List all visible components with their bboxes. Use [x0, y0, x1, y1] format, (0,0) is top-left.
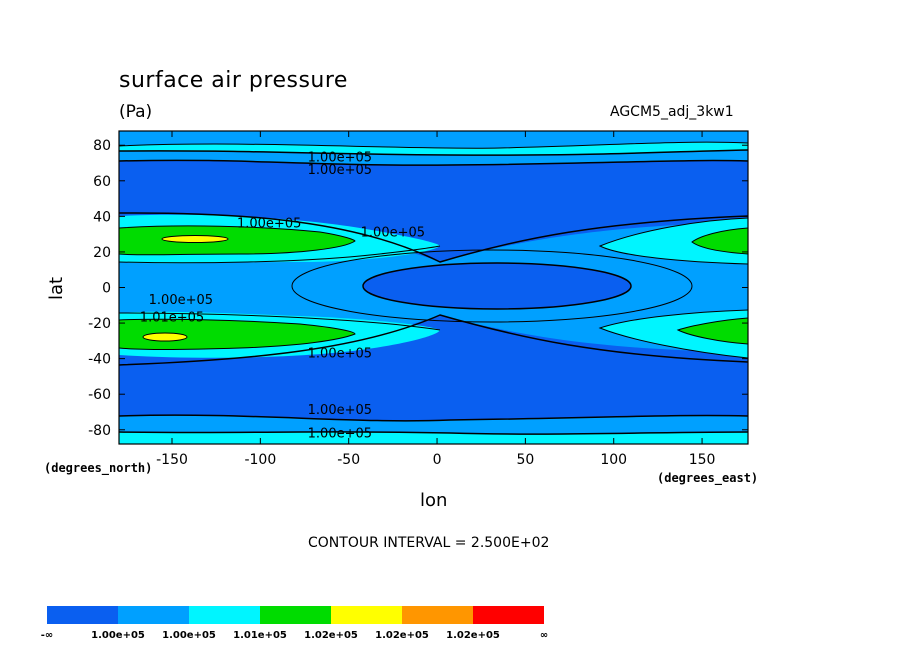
contour-line [291, 249, 693, 323]
legend-swatch [331, 606, 402, 624]
y-tick-label: -40 [88, 352, 111, 368]
y-tick-label: -80 [88, 423, 111, 439]
contour-label: 1.00e+05 [308, 151, 372, 166]
contour-line [142, 332, 188, 342]
legend-label: 1.00e+05 [91, 630, 145, 641]
x-tick-label: 100 [600, 452, 627, 468]
y-unit-note: (degrees_north) [44, 461, 153, 475]
contour-label: 1.01e+05 [140, 311, 204, 326]
contour-line [119, 212, 748, 263]
contour-label: 1.00e+05 [308, 403, 372, 418]
contour-line [119, 318, 356, 350]
x-tick-label: -50 [337, 452, 360, 468]
contour-line [676, 317, 748, 345]
contour-labels: 1.00e+051.00e+051.00e+051.00e+051.00e+05… [140, 151, 425, 442]
contour-label: 1.00e+05 [149, 293, 213, 308]
contour-label: 1.00e+05 [237, 216, 301, 231]
color-legend: -∞ 1.00e+05 1.00e+05 1.01e+05 1.02e+05 1.02e+… [41, 606, 548, 641]
contour-line [161, 235, 229, 243]
legend-swatch [260, 606, 331, 624]
contour-label: 1.00e+05 [361, 225, 425, 240]
contour-line [598, 309, 748, 359]
y-tick-label: 80 [93, 138, 111, 154]
contour-lines [119, 141, 748, 435]
x-tick-label: -150 [156, 452, 188, 468]
contour-line [119, 312, 441, 331]
contour-field [119, 131, 748, 444]
contour-line [691, 227, 748, 255]
legend-label: 1.02e+05 [375, 630, 429, 641]
legend-label: 1.02e+05 [304, 630, 358, 641]
contour-label: 1.00e+05 [308, 163, 372, 178]
x-tick-label: 0 [433, 452, 442, 468]
legend-label: -∞ [41, 630, 53, 641]
legend-label: ∞ [540, 630, 548, 641]
contour-label: 1.00e+05 [308, 346, 372, 361]
chart-units: (Pa) [119, 102, 153, 122]
legend-swatch [47, 606, 118, 624]
contour-fill-sh-max [143, 333, 187, 341]
contour-line [119, 314, 748, 366]
contour-line [119, 431, 748, 435]
contour-fill-nh-high-east [600, 218, 748, 264]
chart-title: surface air pressure [119, 68, 348, 93]
contour-fill-north-polar-edge [119, 131, 748, 149]
contour-fill-sh-core-west [119, 319, 355, 350]
contour-fill-nh-max [162, 235, 228, 243]
contour-fill-north-band [119, 150, 748, 166]
y-tick-label: 60 [93, 174, 111, 190]
contour-label: 1.00e+05 [308, 426, 372, 441]
contour-line [119, 414, 748, 422]
run-label: AGCM5_adj_3kw1 [610, 104, 734, 120]
contour-fill-nh-core-west [119, 225, 355, 255]
contour-fill-sh-high-east [600, 310, 748, 358]
x-axis-label: lon [420, 490, 448, 511]
contour-fill-equatorial-trough [363, 263, 631, 309]
y-tick-label: 40 [93, 209, 111, 225]
contour-fill-south-band [119, 415, 748, 435]
x-tick-label: -100 [244, 452, 276, 468]
legend-label: 1.02e+05 [446, 630, 500, 641]
legend-swatch [473, 606, 544, 624]
x-tick-label: 150 [689, 452, 716, 468]
legend-label: 1.00e+05 [162, 630, 216, 641]
y-tick-label: -60 [88, 387, 111, 403]
contour-line [119, 141, 748, 149]
contour-line [119, 149, 748, 156]
y-tick-label: 20 [93, 245, 111, 261]
legend-swatch [402, 606, 473, 624]
contour-line [362, 262, 632, 310]
contour-interval-text: CONTOUR INTERVAL = 2.500E+02 [308, 535, 550, 551]
x-unit-note: (degrees_east) [657, 471, 759, 485]
contour-fill-sh-core-east [678, 318, 748, 344]
legend-swatch [189, 606, 260, 624]
legend-swatch [118, 606, 189, 624]
y-tick-label: -20 [88, 316, 111, 332]
contour-line [119, 159, 748, 166]
axis-ticks: -150 -100 -50 0 50 100 150 -80 -60 -40 -20 0 20 40 60 8… [88, 131, 748, 468]
y-tick-label: 0 [102, 281, 111, 297]
contour-line [598, 217, 748, 265]
legend-label: 1.01e+05 [233, 630, 287, 641]
contour-line [119, 245, 441, 264]
x-tick-label: 50 [516, 452, 534, 468]
contour-line [119, 225, 356, 256]
